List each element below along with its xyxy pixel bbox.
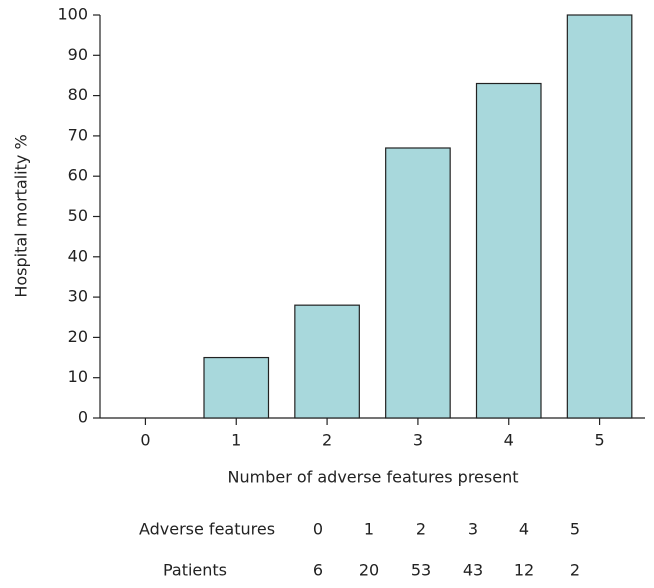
- table-cell: 3: [468, 520, 478, 539]
- x-tick-label: 0: [140, 431, 150, 450]
- table-cell: 4: [519, 520, 529, 539]
- y-tick-label: 70: [68, 125, 88, 144]
- y-tick-label: 50: [68, 206, 88, 225]
- y-tick-label: 60: [68, 166, 88, 185]
- table-row-label: Patients: [163, 561, 227, 580]
- table-cell: 5: [570, 520, 580, 539]
- table-cell: 0: [313, 520, 323, 539]
- x-axis-label: Number of adverse features present: [228, 468, 519, 487]
- table-cell: 20: [359, 561, 379, 580]
- y-axis-label: Hospital mortality %: [12, 134, 31, 297]
- y-tick-label: 80: [68, 85, 88, 104]
- x-tick-label: 3: [413, 431, 423, 450]
- bar: [475, 82, 542, 419]
- bar: [294, 304, 360, 419]
- bar: [566, 14, 633, 419]
- x-tick-label: 4: [504, 431, 514, 450]
- table-cell: 43: [463, 561, 483, 580]
- table-cell: 2: [570, 561, 580, 580]
- x-tick-label: 5: [594, 431, 604, 450]
- table-cell: 6: [313, 561, 323, 580]
- table-cell: 1: [364, 520, 374, 539]
- y-tick-label: 30: [68, 287, 88, 306]
- table-cell: 2: [416, 520, 426, 539]
- x-tick-label: 2: [322, 431, 332, 450]
- y-tick-label: 20: [68, 327, 88, 346]
- y-tick-label: 10: [68, 367, 88, 386]
- table-cell: 12: [514, 561, 534, 580]
- y-tick-label: 100: [57, 5, 88, 24]
- table-row-label: Adverse features: [139, 520, 275, 539]
- bar: [203, 356, 270, 419]
- y-tick-label: 40: [68, 246, 88, 265]
- bar: [385, 147, 451, 419]
- table-cell: 53: [411, 561, 431, 580]
- x-tick-label: 1: [231, 431, 241, 450]
- y-tick-label: 90: [68, 45, 88, 64]
- y-tick-label: 0: [78, 408, 88, 427]
